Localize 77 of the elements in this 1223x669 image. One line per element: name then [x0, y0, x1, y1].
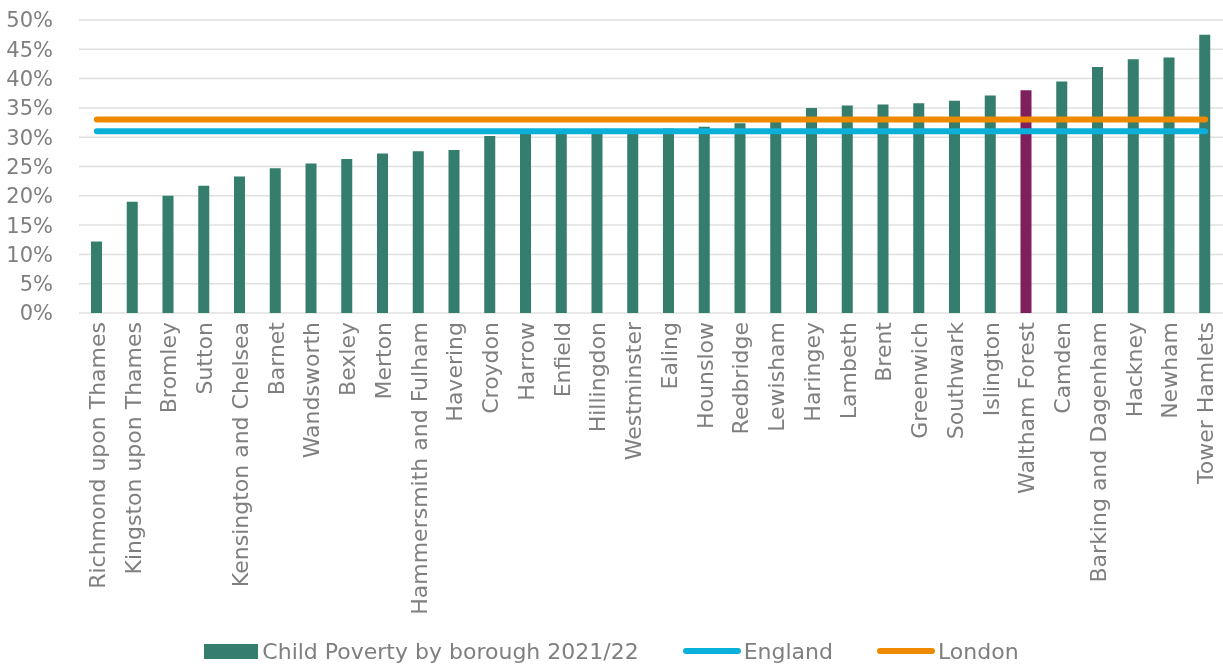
- x-tick-label: Hammersmith and Fulham: [406, 322, 432, 615]
- y-tick-label: 15%: [6, 213, 53, 238]
- bar: [1163, 57, 1175, 313]
- bar: [448, 150, 460, 313]
- y-tick-label: 25%: [6, 154, 53, 179]
- x-tick-label: Hillingdon: [585, 322, 611, 433]
- bar: [841, 105, 853, 313]
- bar: [341, 158, 353, 313]
- x-tick-label: Southwark: [942, 321, 968, 440]
- x-tick-label: Waltham Forest: [1014, 321, 1040, 494]
- y-tick-label: 40%: [6, 67, 53, 92]
- x-tick-label: Lambeth: [835, 322, 861, 420]
- legend-label: London: [937, 638, 1019, 664]
- bar: [1092, 66, 1103, 313]
- bar: [877, 104, 889, 313]
- x-tick-label: Islington: [978, 322, 1004, 417]
- x-tick-label: Wandsworth: [299, 322, 325, 459]
- bar: [591, 131, 603, 313]
- bar: [806, 107, 817, 313]
- bar: [627, 131, 639, 313]
- y-tick-label: 30%: [6, 125, 53, 150]
- x-tick-label: Richmond upon Thames: [84, 322, 110, 589]
- x-tick-label: Bexley: [335, 322, 361, 396]
- x-tick-label: Redbridge: [728, 322, 754, 435]
- bar: [1199, 34, 1211, 313]
- x-tick-label: Bromley: [156, 322, 182, 414]
- bar: [949, 100, 960, 313]
- x-tick-label: Barnet: [263, 321, 289, 396]
- bar: [1020, 90, 1032, 313]
- x-tick-label: Tower Hamlets: [1193, 322, 1219, 485]
- x-tick-label: Ealing: [656, 322, 682, 390]
- x-tick-label: Sutton: [192, 322, 218, 395]
- bar: [734, 123, 746, 313]
- bar: [198, 185, 210, 313]
- x-tick-label: Kingston upon Thames: [120, 322, 146, 575]
- y-tick-label: 35%: [6, 96, 53, 121]
- y-tick-label: 45%: [6, 37, 53, 62]
- x-tick-label: Hackney: [1121, 322, 1147, 418]
- x-tick-label: Barking and Dagenham: [1085, 322, 1111, 583]
- x-tick-label: Camden: [1050, 322, 1076, 414]
- x-tick-label: Westminster: [621, 321, 647, 461]
- x-tick-label: Greenwich: [907, 322, 933, 439]
- x-tick-label: Harrow: [513, 322, 539, 401]
- x-tick-label: Brent: [871, 321, 897, 382]
- x-tick-label: Lewisham: [764, 322, 790, 432]
- x-tick-label: Newham: [1157, 322, 1183, 419]
- bar: [770, 121, 782, 313]
- bar: [91, 241, 102, 313]
- bar: [484, 136, 496, 313]
- bar: [162, 195, 174, 313]
- bar: [305, 163, 317, 313]
- bar: [412, 151, 424, 313]
- legend-label: Child Poverty by borough 2021/22: [261, 638, 639, 664]
- y-tick-label: 50%: [6, 8, 53, 33]
- x-tick-label: Croydon: [478, 322, 504, 414]
- x-tick-label: Havering: [442, 322, 468, 422]
- x-tick-label: Enfield: [549, 322, 575, 398]
- bar: [269, 168, 281, 313]
- legend-label: England: [742, 638, 833, 664]
- x-tick-label: Haringey: [799, 322, 825, 422]
- bar: [1056, 81, 1068, 313]
- bar: [1127, 59, 1139, 313]
- x-tick-label: Hounslow: [692, 322, 718, 429]
- bar: [913, 103, 925, 313]
- bar: [698, 126, 710, 313]
- x-tick-label: Kensington and Chelsea: [227, 322, 253, 588]
- bar: [520, 133, 531, 313]
- y-tick-label: 10%: [6, 242, 53, 267]
- bar: [984, 95, 996, 313]
- y-tick-label: 5%: [19, 272, 53, 297]
- y-tick-label: 0%: [19, 301, 53, 326]
- bar: [126, 201, 138, 313]
- y-tick-label: 20%: [6, 184, 53, 209]
- bar: [377, 153, 388, 313]
- x-tick-label: Merton: [370, 322, 396, 400]
- bar: [555, 132, 567, 313]
- bar: [234, 176, 245, 313]
